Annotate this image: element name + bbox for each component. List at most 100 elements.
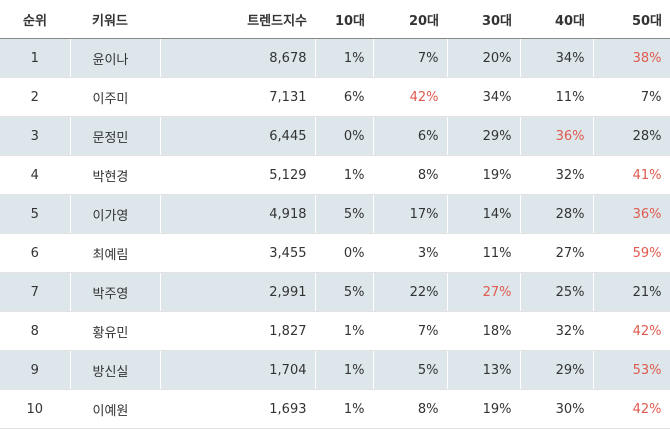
table-cell: 1 bbox=[0, 38, 71, 78]
table-cell: 이주미 bbox=[70, 77, 161, 117]
table-cell: 41% bbox=[593, 155, 670, 195]
table-cell: 29% bbox=[520, 350, 594, 390]
table-cell: 27% bbox=[447, 272, 521, 312]
table-cell: 27% bbox=[520, 233, 594, 273]
table-cell: 7,131 bbox=[160, 77, 316, 117]
table-cell: 42% bbox=[373, 77, 448, 117]
table-cell: 7% bbox=[373, 38, 448, 78]
table-cell: 20% bbox=[447, 38, 521, 78]
table-cell: 59% bbox=[593, 233, 670, 273]
table-cell: 이가영 bbox=[70, 194, 161, 234]
table-cell: 6 bbox=[0, 233, 71, 273]
table-cell: 25% bbox=[520, 272, 594, 312]
table-cell: 1% bbox=[315, 311, 374, 351]
table-cell: 32% bbox=[520, 311, 594, 351]
table-row: 10 이예원 1,693 1% 8% 19% 30% 42% bbox=[0, 389, 670, 429]
table-cell: 11% bbox=[520, 77, 594, 117]
table-cell: 2 bbox=[0, 77, 71, 117]
table-header: 순위 키워드 트렌드지수 10대 20대 30대 40대 50대 bbox=[0, 0, 670, 39]
table-cell: 28% bbox=[593, 116, 670, 156]
table-cell: 36% bbox=[520, 116, 594, 156]
table-cell: 32% bbox=[520, 155, 594, 195]
table-cell: 6% bbox=[315, 77, 374, 117]
table-row: 8 황유민 1,827 1% 7% 18% 32% 42% bbox=[0, 311, 670, 351]
table-cell: 0% bbox=[315, 233, 374, 273]
table-cell: 13% bbox=[447, 350, 521, 390]
header-row: 순위 키워드 트렌드지수 10대 20대 30대 40대 50대 bbox=[0, 0, 670, 39]
table-cell: 5,129 bbox=[160, 155, 316, 195]
table-cell: 3% bbox=[373, 233, 448, 273]
table-cell: 1,827 bbox=[160, 311, 316, 351]
table-row: 4 박현경 5,129 1% 8% 19% 32% 41% bbox=[0, 155, 670, 195]
table-cell: 6,445 bbox=[160, 116, 316, 156]
table-cell: 36% bbox=[593, 194, 670, 234]
table-cell: 42% bbox=[593, 389, 670, 429]
table-cell: 9 bbox=[0, 350, 71, 390]
table-body: 1 윤이나 8,678 1% 7% 20% 34% 38% 2 이주미 7,131 6% 42% 34% 1… bbox=[0, 38, 670, 429]
table-cell: 3,455 bbox=[160, 233, 316, 273]
table-cell: 1% bbox=[315, 350, 374, 390]
table-cell: 1% bbox=[315, 389, 374, 429]
table-cell: 6% bbox=[373, 116, 448, 156]
table-cell: 17% bbox=[373, 194, 448, 234]
table-cell: 윤이나 bbox=[70, 38, 161, 78]
table-cell: 42% bbox=[593, 311, 670, 351]
table-cell: 3 bbox=[0, 116, 71, 156]
table-cell: 34% bbox=[520, 38, 594, 78]
table-cell: 1,693 bbox=[160, 389, 316, 429]
table-cell: 8% bbox=[373, 155, 448, 195]
table-cell: 8% bbox=[373, 389, 448, 429]
table-cell: 4,918 bbox=[160, 194, 316, 234]
table-cell: 29% bbox=[447, 116, 521, 156]
table-cell: 방신실 bbox=[70, 350, 161, 390]
table-cell: 7% bbox=[373, 311, 448, 351]
table-cell: 34% bbox=[447, 77, 521, 117]
header-cell: 20대 bbox=[373, 0, 447, 39]
table-cell: 11% bbox=[447, 233, 521, 273]
header-cell: 30대 bbox=[447, 0, 520, 39]
table-cell: 최예림 bbox=[70, 233, 161, 273]
table-cell: 문정민 bbox=[70, 116, 161, 156]
table-cell: 7 bbox=[0, 272, 71, 312]
table-cell: 박현경 bbox=[70, 155, 161, 195]
header-cell: 50대 bbox=[593, 0, 670, 39]
table-cell: 4 bbox=[0, 155, 71, 195]
table-cell: 0% bbox=[315, 116, 374, 156]
table-cell: 1% bbox=[315, 38, 374, 78]
table-row: 1 윤이나 8,678 1% 7% 20% 34% 38% bbox=[0, 38, 670, 78]
table-cell: 8 bbox=[0, 311, 71, 351]
table-row: 9 방신실 1,704 1% 5% 13% 29% 53% bbox=[0, 350, 670, 390]
table-cell: 황유민 bbox=[70, 311, 161, 351]
header-cell: 순위 bbox=[0, 0, 70, 39]
table-cell: 22% bbox=[373, 272, 448, 312]
table-row: 5 이가영 4,918 5% 17% 14% 28% 36% bbox=[0, 194, 670, 234]
table-cell: 박주영 bbox=[70, 272, 161, 312]
table-cell: 5% bbox=[373, 350, 448, 390]
table-cell: 28% bbox=[520, 194, 594, 234]
table-cell: 1% bbox=[315, 155, 374, 195]
table-cell: 5% bbox=[315, 272, 374, 312]
table-cell: 18% bbox=[447, 311, 521, 351]
table-cell: 19% bbox=[447, 155, 521, 195]
table-cell: 19% bbox=[447, 389, 521, 429]
table-cell: 30% bbox=[520, 389, 594, 429]
table-cell: 14% bbox=[447, 194, 521, 234]
table-cell: 이예원 bbox=[70, 389, 161, 429]
table-row: 2 이주미 7,131 6% 42% 34% 11% 7% bbox=[0, 77, 670, 117]
header-cell: 40대 bbox=[520, 0, 593, 39]
header-cell: 키워드 bbox=[70, 0, 160, 39]
table-cell: 8,678 bbox=[160, 38, 316, 78]
table-cell: 38% bbox=[593, 38, 670, 78]
table-cell: 7% bbox=[593, 77, 670, 117]
table-cell: 2,991 bbox=[160, 272, 316, 312]
header-cell: 트렌드지수 bbox=[160, 0, 315, 39]
table-row: 6 최예림 3,455 0% 3% 11% 27% 59% bbox=[0, 233, 670, 273]
table-row: 3 문정민 6,445 0% 6% 29% 36% 28% bbox=[0, 116, 670, 156]
table-cell: 1,704 bbox=[160, 350, 316, 390]
table-cell: 53% bbox=[593, 350, 670, 390]
table-cell: 5 bbox=[0, 194, 71, 234]
table-cell: 10 bbox=[0, 389, 71, 429]
header-cell: 10대 bbox=[315, 0, 373, 39]
